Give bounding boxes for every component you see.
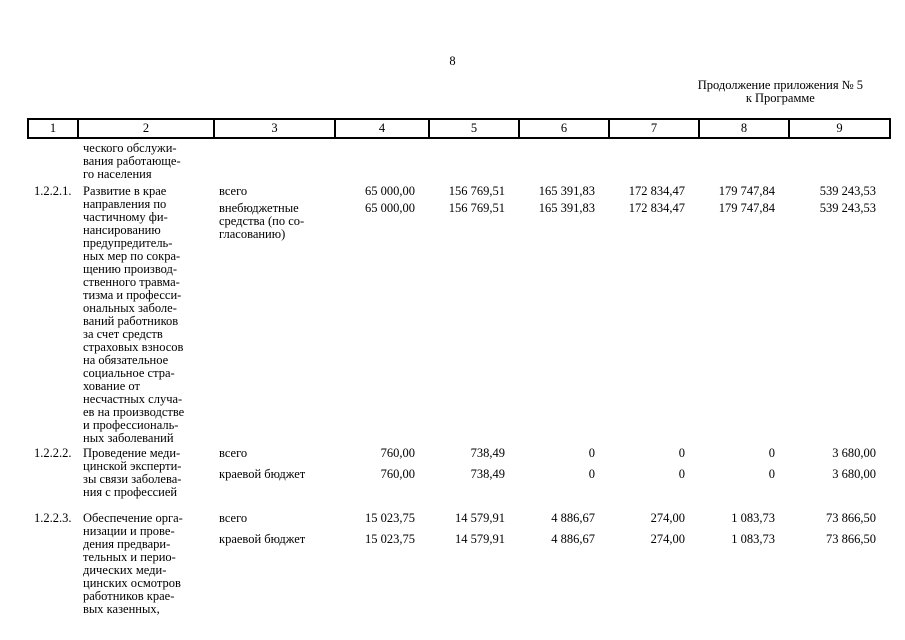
value: 274,00: [650, 511, 685, 525]
financing-source: краевой бюджет: [219, 532, 306, 546]
item-description: ческого обслужи- вания работающе- го нас…: [83, 141, 181, 181]
value: 1 083,73: [731, 511, 775, 525]
column-header: 9: [788, 118, 891, 139]
financing-source-cell: всего краевой бюджет: [214, 512, 335, 616]
table-row: ческого обслужи- вания работающе- го нас…: [28, 138, 890, 185]
table-row: 1.2.2.3. Обеспечение орга- низации и про…: [28, 512, 890, 616]
value: 4 886,67: [551, 532, 595, 546]
value: 1 083,73: [731, 532, 775, 546]
value: 0: [678, 446, 685, 460]
value: 73 866,50: [826, 532, 876, 546]
value: 539 243,53: [819, 201, 876, 215]
value-cell: [609, 138, 699, 185]
value: 14 579,91: [455, 532, 505, 546]
value-cell: 0 0: [519, 447, 609, 512]
item-description: Обеспечение орга- низации и прове- дения…: [83, 511, 183, 616]
value-cell: 3 680,00 3 680,00: [789, 447, 890, 512]
value-cell: [429, 138, 519, 185]
item-number: 1.2.2.1.: [34, 184, 72, 198]
item-description: Проведение меди- цинской эксперти- зы св…: [83, 446, 182, 499]
value-cell: [335, 138, 429, 185]
value: 0: [588, 467, 595, 481]
financing-source-cell: всего краевой бюджет: [214, 447, 335, 512]
value-cell: 4 886,67 4 886,67: [519, 512, 609, 616]
value-cell: 179 747,84 179 747,84: [699, 185, 789, 447]
column-header: 4: [334, 118, 430, 139]
value-cell: 738,49 738,49: [429, 447, 519, 512]
value: 14 579,91: [455, 511, 505, 525]
value: 179 747,84: [718, 201, 775, 215]
financing-source-cell: всего внебюджетные средства (по со- глас…: [214, 185, 335, 447]
value: 15 023,75: [365, 532, 415, 546]
value-cell: 0 0: [609, 447, 699, 512]
column-header: 7: [608, 118, 700, 139]
value-cell: 0 0: [699, 447, 789, 512]
column-header: 6: [518, 118, 610, 139]
value: 738,49: [470, 446, 505, 460]
value: 156 769,51: [448, 184, 505, 198]
column-header: 3: [213, 118, 336, 139]
value: 738,49: [470, 467, 505, 481]
table-header-row: 1 2 3 4 5 6 7 8 9: [27, 118, 891, 139]
item-number: 1.2.2.2.: [34, 446, 72, 460]
financing-source-cell: [214, 138, 335, 185]
value-cell: 73 866,50 73 866,50: [789, 512, 890, 616]
financing-source: всего: [219, 184, 248, 198]
value-cell: 14 579,91 14 579,91: [429, 512, 519, 616]
financing-source: краевой бюджет: [219, 467, 306, 481]
program-financing-table: 1 2 3 4 5 6 7 8 9 ческого обслужи- вания…: [27, 118, 891, 616]
column-header: 8: [698, 118, 790, 139]
appendix-annotation-line2: к Программе: [745, 91, 815, 105]
table-row: 1.2.2.2. Проведение меди- цинской экспер…: [28, 447, 890, 512]
value: 165 391,83: [538, 184, 595, 198]
value: 65 000,00: [365, 201, 415, 215]
column-header: 1: [27, 118, 79, 139]
financing-source: внебюджетные средства (по со- гласованию…: [219, 201, 305, 241]
value-cell: 539 243,53 539 243,53: [789, 185, 890, 447]
value: 0: [768, 446, 775, 460]
page-number: 8: [449, 54, 456, 68]
value: 172 834,47: [628, 184, 685, 198]
value: 156 769,51: [448, 201, 505, 215]
financing-source: всего: [219, 511, 248, 525]
value: 3 680,00: [832, 467, 876, 481]
value: 0: [588, 446, 595, 460]
value: 4 886,67: [551, 511, 595, 525]
column-header: 5: [428, 118, 520, 139]
value-cell: [699, 138, 789, 185]
value: 165 391,83: [538, 201, 595, 215]
value: 760,00: [380, 467, 415, 481]
appendix-annotation-line1: Продолжение приложения № 5: [697, 78, 863, 92]
value-cell: 65 000,00 65 000,00: [335, 185, 429, 447]
value: 15 023,75: [365, 511, 415, 525]
value: 3 680,00: [832, 446, 876, 460]
value: 760,00: [380, 446, 415, 460]
item-number: 1.2.2.3.: [34, 511, 72, 525]
item-description: Развитие в крае направления по частичном…: [83, 184, 185, 445]
value: 0: [678, 467, 685, 481]
value: 65 000,00: [365, 184, 415, 198]
value: 73 866,50: [826, 511, 876, 525]
value: 172 834,47: [628, 201, 685, 215]
value-cell: 760,00 760,00: [335, 447, 429, 512]
column-header: 2: [77, 118, 215, 139]
value: 539 243,53: [819, 184, 876, 198]
value: 0: [768, 467, 775, 481]
value-cell: 15 023,75 15 023,75: [335, 512, 429, 616]
value-cell: 165 391,83 165 391,83: [519, 185, 609, 447]
table-row: 1.2.2.1. Развитие в крае направления по …: [28, 185, 890, 447]
item-number: [28, 138, 78, 185]
value-cell: 172 834,47 172 834,47: [609, 185, 699, 447]
value-cell: [519, 138, 609, 185]
value: 179 747,84: [718, 184, 775, 198]
value-cell: [789, 138, 890, 185]
value-cell: 1 083,73 1 083,73: [699, 512, 789, 616]
value-cell: 156 769,51 156 769,51: [429, 185, 519, 447]
appendix-annotation: Продолжение приложения № 5 к Программе: [698, 79, 863, 105]
value: 274,00: [650, 532, 685, 546]
financing-source: всего: [219, 446, 248, 460]
value-cell: 274,00 274,00: [609, 512, 699, 616]
